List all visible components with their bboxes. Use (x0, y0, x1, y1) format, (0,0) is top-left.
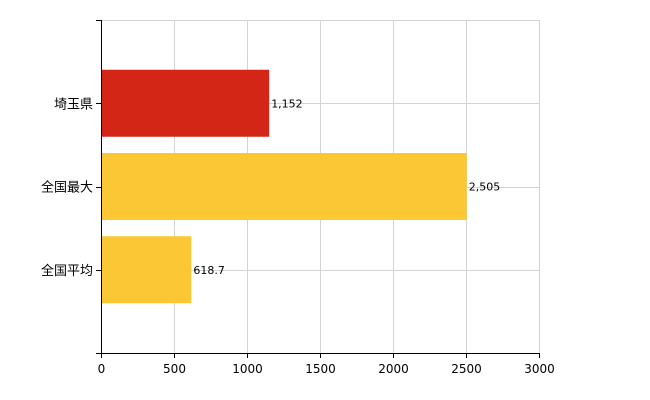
category-label-0: 埼玉県 (54, 97, 93, 112)
value-label-1: 2,505 (469, 181, 501, 194)
labels: 1,152 埼玉県 2,505 全国最大 618.7 全国平均 0 500 1000 1500 20… (41, 97, 555, 376)
axes (96, 20, 540, 358)
category-label-2: 全国平均 (41, 263, 93, 279)
bars (101, 69, 467, 304)
bar-0 (101, 69, 270, 137)
x-tick-label-4: 2000 (378, 362, 409, 376)
value-label-2: 618.7 (193, 264, 225, 277)
value-label-0: 1,152 (271, 97, 303, 110)
x-tick-label-5: 2500 (451, 362, 482, 376)
x-tick-label-1: 500 (163, 362, 186, 376)
bar-2 (101, 236, 192, 304)
bar-1 (101, 153, 467, 220)
x-tick-label-6: 3000 (524, 362, 555, 376)
category-label-1: 全国最大 (41, 180, 93, 196)
x-tick-label-3: 1500 (305, 362, 336, 376)
x-tick-label-2: 1000 (232, 362, 263, 376)
x-tick-label-0: 0 (98, 362, 106, 376)
